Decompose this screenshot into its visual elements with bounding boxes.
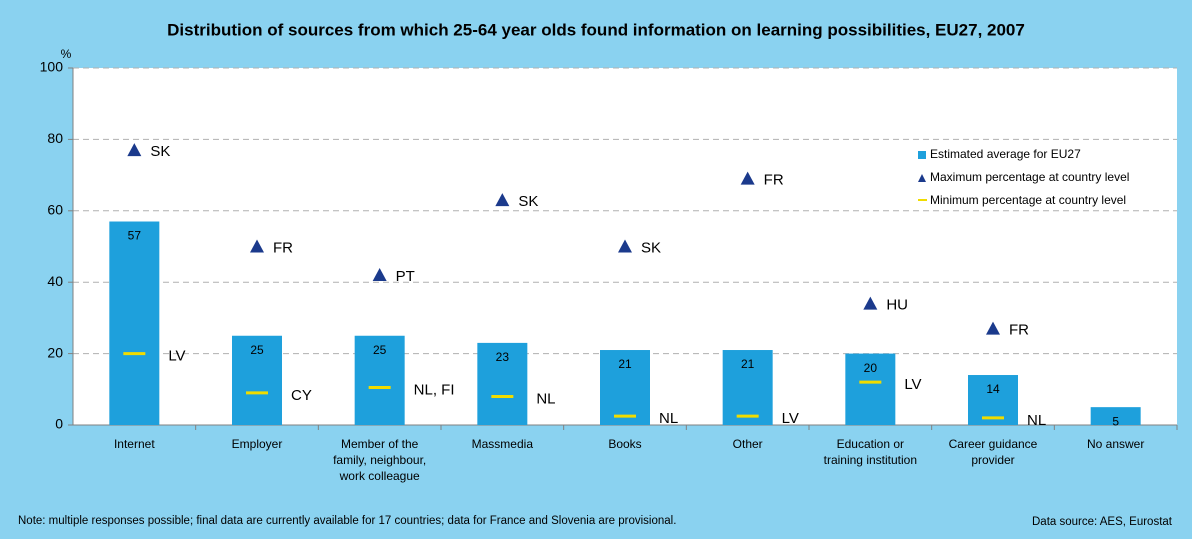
x-tick-label: family, neighbour, [333,453,426,467]
data-label: 20 [864,361,878,375]
x-tick-label: Education or [837,437,904,451]
max-label: SK [150,143,170,160]
min-label: CY [291,387,312,404]
min-label: LV [904,376,921,393]
x-tick-label: Career guidance [949,437,1038,451]
y-tick-label: 20 [47,344,63,360]
x-tick-label: No answer [1087,437,1144,451]
bar [722,350,773,425]
bar [477,342,528,425]
bar [845,353,896,425]
data-label: 5 [1112,414,1119,428]
data-label: 21 [618,357,632,371]
data-label: 14 [986,382,1000,396]
data-label: 25 [373,343,387,357]
max-label: HU [886,297,908,314]
data-label: 25 [250,343,264,357]
min-label: NL [536,390,555,407]
max-marker [372,268,387,282]
max-label: SK [518,193,538,210]
min-label: LV [782,410,799,427]
max-marker [495,193,510,207]
note: Note: multiple responses possible; final… [18,515,676,527]
max-label: FR [273,239,293,256]
x-tick-label: Employer [232,437,283,451]
min-label: LV [168,348,185,365]
max-label: PT [396,268,415,285]
legend-label: Maximum percentage at country level [930,170,1129,184]
data-label: 23 [496,350,510,364]
x-tick-label: Books [608,437,641,451]
min-label: NL [1027,412,1046,429]
y-tick-label: 80 [47,130,63,146]
source: Data source: AES, Eurostat [1032,516,1173,528]
y-tick-label: 0 [55,416,63,432]
legend-swatch [918,151,926,159]
data-label: 57 [128,229,142,243]
max-label: FR [1009,322,1029,339]
max-marker [250,239,264,253]
min-label: NL [659,410,678,427]
x-tick-label: work colleague [339,469,420,483]
max-marker [986,321,1000,335]
y-tick-label: 40 [47,273,63,289]
x-tick-label: Other [733,437,763,451]
x-tick-label: Member of the [341,437,419,451]
legend-label: Minimum percentage at country level [930,193,1126,207]
max-marker [618,239,632,253]
x-tick-label: training institution [824,453,917,467]
x-tick-label: Internet [114,437,155,451]
bar [1090,407,1141,425]
legend-swatch [918,174,926,182]
y-tick-label: 100 [40,59,64,75]
x-tick-label: provider [971,453,1014,467]
legend-label: Estimated average for EU27 [930,147,1081,161]
chart-title: Distribution of sources from which 25-64… [167,20,1025,39]
min-label: NL, FI [414,381,455,398]
data-label: 21 [741,357,755,371]
max-marker [127,143,142,157]
bar [354,335,405,425]
max-label: FR [764,172,784,189]
bar [232,335,282,425]
max-marker [863,296,878,310]
max-marker [740,171,755,185]
x-tick-label: Massmedia [472,437,534,451]
y-tick-label: 60 [47,202,63,218]
bar [600,350,650,425]
bar [109,221,160,425]
max-label: SK [641,239,661,256]
y-axis-label: % [61,47,72,61]
